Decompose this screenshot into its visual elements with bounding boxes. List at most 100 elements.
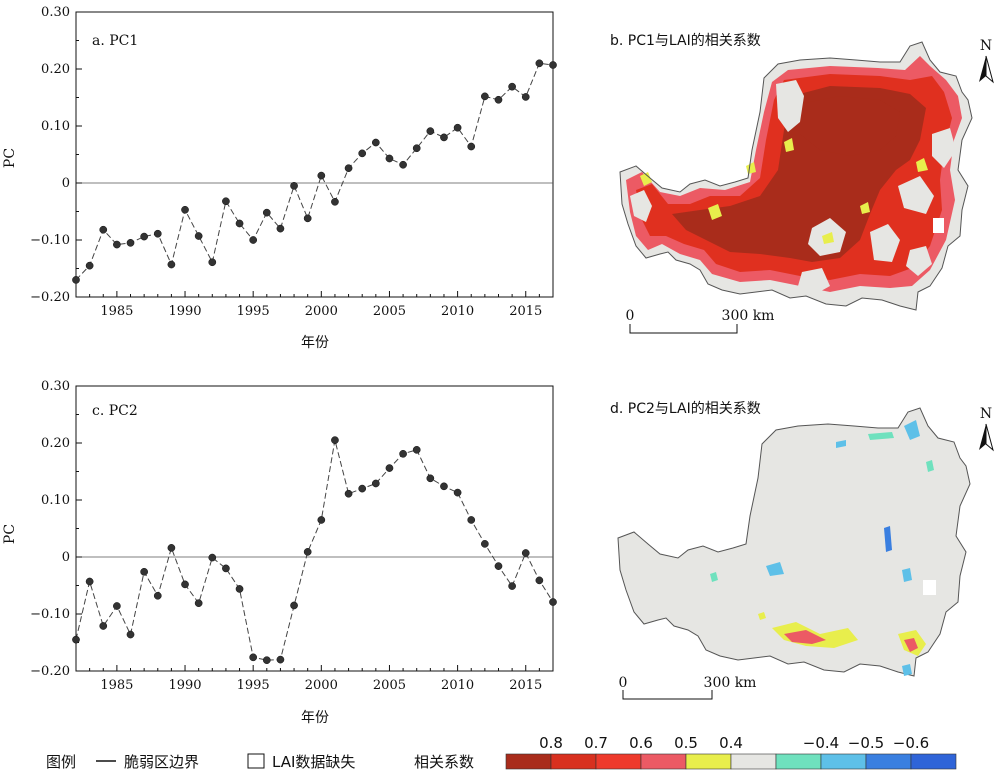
pc1-xtick-label: 2000 bbox=[305, 304, 338, 319]
pc1-chart: −0.20 −0.10 0 0.10 0.20 0.30 1985 1990 1995 2000 2… bbox=[2, 5, 557, 351]
pc2-data-point bbox=[222, 564, 230, 573]
pc1-plot-frame bbox=[75, 11, 554, 298]
pc1-xtick-label: 2010 bbox=[441, 304, 474, 319]
legend-color-swatch bbox=[505, 753, 552, 770]
pc1-data-point bbox=[549, 61, 557, 69]
scale-start-label: 0 bbox=[619, 675, 628, 691]
pc2-data-point bbox=[276, 655, 285, 664]
scale-bar: 0 300 km bbox=[626, 308, 775, 334]
pc1-ytick-label: 0 bbox=[62, 176, 70, 191]
legend-color-swatch bbox=[865, 753, 912, 770]
pc1-data-point bbox=[399, 160, 407, 169]
pc2-data-point bbox=[385, 464, 394, 472]
legend-class-label: 0.5 bbox=[674, 734, 698, 752]
pc2-data-point bbox=[371, 479, 380, 488]
pc2-data-point bbox=[521, 549, 530, 557]
pc2-data-point bbox=[440, 482, 448, 491]
pc1-data-point bbox=[453, 123, 462, 132]
pc1-data-point bbox=[521, 93, 530, 101]
pc1-correlation-map: b. PC1与LAI的相关系数 N 0 300 km bbox=[610, 33, 994, 334]
pc2-correlation-map: d. PC2与LAI的相关系数 N 0 300 km bbox=[610, 401, 994, 700]
pc2-xtick-label: 2005 bbox=[373, 678, 406, 693]
pc2-data-point bbox=[399, 449, 407, 458]
pc2-data-point bbox=[453, 488, 462, 497]
pc1-data-point bbox=[371, 138, 380, 147]
pc2-xtick-label: 1995 bbox=[237, 678, 270, 693]
pc2-ytick-label: 0.30 bbox=[41, 379, 70, 394]
pc1-data-point bbox=[303, 214, 312, 223]
pc1-data-point bbox=[140, 232, 148, 241]
pc2-data-point bbox=[167, 544, 176, 552]
pc2-xtick-label: 1990 bbox=[168, 678, 201, 693]
pc1-ytick-label: −0.20 bbox=[30, 290, 70, 305]
pc2-data-point bbox=[235, 585, 244, 593]
pc2-ytick-label: 0 bbox=[62, 550, 70, 565]
scale-end-label: 300 km bbox=[722, 308, 775, 324]
pc2-data-point bbox=[290, 601, 298, 610]
pc2-plot-frame bbox=[75, 385, 554, 672]
legend-class-label: 0.8 bbox=[539, 734, 563, 752]
pc1-data-point bbox=[181, 205, 189, 214]
pc2-data-point bbox=[508, 582, 516, 590]
pc2-data-point bbox=[249, 653, 258, 662]
pc2-data-point bbox=[412, 445, 421, 454]
legend-color-swatch bbox=[685, 753, 732, 770]
pc2-chart: −0.20 −0.10 0 0.10 0.20 0.30 1985 1990 1995 2000 2… bbox=[2, 379, 557, 726]
pc1-data-point bbox=[344, 164, 353, 173]
pc2-series-line bbox=[75, 439, 554, 661]
legend-class-label: −0.5 bbox=[848, 734, 884, 752]
pc1-ytick-label: −0.10 bbox=[30, 233, 70, 248]
pc1-panel-label: a. PC1 bbox=[92, 33, 138, 49]
pc2-ylabel: PC bbox=[2, 524, 18, 544]
pc2-xtick-label: 1985 bbox=[100, 678, 133, 693]
pc2-ytick-label: 0.20 bbox=[41, 436, 70, 451]
pc1-data-point bbox=[153, 229, 162, 238]
pc2-data-point bbox=[494, 562, 503, 570]
pc2-data-point bbox=[467, 516, 476, 524]
pc1-data-point bbox=[331, 197, 339, 206]
pc2-data-point bbox=[344, 489, 353, 498]
pc2-data-point bbox=[535, 576, 544, 585]
pc2-data-point bbox=[317, 516, 326, 524]
legend-title: 图例 bbox=[46, 753, 76, 771]
pc1-data-point bbox=[249, 236, 258, 244]
pc2-data-point bbox=[358, 484, 367, 493]
pc2-data-point bbox=[99, 622, 108, 630]
pc1-data-point bbox=[358, 149, 367, 158]
legend-color-swatch bbox=[730, 753, 777, 770]
region-core-north bbox=[800, 96, 900, 156]
pc2-data-point bbox=[194, 599, 203, 608]
legend-color-swatch bbox=[910, 753, 957, 770]
region-boundary bbox=[619, 41, 973, 311]
missing-data-symbol bbox=[247, 753, 265, 769]
pc1-xtick-label: 1995 bbox=[237, 304, 270, 319]
legend-color-swatch bbox=[820, 753, 867, 770]
pc1-ytick-label: 0.10 bbox=[41, 119, 70, 134]
legend-correlation-label: 相关系数 bbox=[414, 753, 474, 771]
pc2-xlabel: 年份 bbox=[301, 710, 329, 726]
pc2-data-point bbox=[181, 580, 189, 589]
pc1-data-point bbox=[194, 232, 203, 240]
pc1-data-point bbox=[222, 197, 230, 206]
scale-start-label: 0 bbox=[626, 308, 635, 324]
pc1-data-point bbox=[412, 144, 421, 153]
pc1-data-point bbox=[126, 239, 135, 247]
scale-end-label: 300 km bbox=[704, 675, 757, 691]
pc1-data-point bbox=[235, 219, 244, 228]
pc1-data-point bbox=[113, 240, 121, 249]
pc2-xtick-label: 2010 bbox=[441, 678, 474, 693]
legend-missing-label: LAI数据缺失 bbox=[272, 753, 355, 771]
pc1-data-point bbox=[99, 225, 108, 234]
scale-bar: 0 300 km bbox=[619, 675, 757, 700]
legend-class-label: −0.4 bbox=[803, 734, 839, 752]
pc1-xtick-label: 1990 bbox=[168, 304, 201, 319]
legend-class-label: 0.4 bbox=[719, 734, 743, 752]
pc2-data-point bbox=[481, 540, 489, 548]
pc1-xtick-label: 2005 bbox=[373, 304, 406, 319]
pc1-xtick-label: 1985 bbox=[100, 304, 133, 319]
pc1-data-point bbox=[467, 142, 476, 151]
region-fill-low bbox=[617, 407, 971, 677]
pc1-data-point bbox=[440, 133, 448, 142]
north-label: N bbox=[980, 38, 992, 54]
